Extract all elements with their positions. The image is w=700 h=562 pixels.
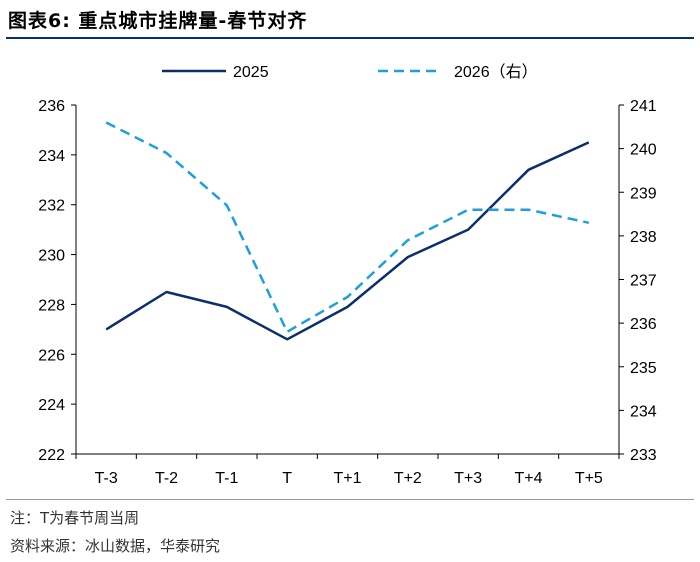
right-tick-label: 234	[630, 403, 657, 420]
right-tick-label: 238	[630, 229, 657, 246]
right-tick-label: 235	[630, 360, 657, 377]
title-rule	[6, 37, 694, 39]
legend-label: 2026（右）	[454, 63, 538, 81]
legend-label: 2025	[233, 64, 269, 81]
series-line-left	[105, 141, 590, 341]
x-tick-label: T	[282, 470, 292, 487]
right-tick-label: 233	[630, 447, 657, 464]
line-chart: 222 224 226 228 230 232 234 236 233 234 235 236 237 2…	[38, 63, 657, 487]
left-tick-label: 230	[38, 248, 65, 265]
left-tick-label: 236	[38, 98, 65, 115]
x-tick-label: T-2	[155, 470, 178, 487]
left-tick-label: 228	[38, 297, 65, 314]
x-tick-label: T+5	[575, 470, 603, 487]
chart-series	[105, 121, 590, 341]
footnote: 注：T为春节周当周	[10, 509, 140, 527]
right-tick-label: 237	[630, 273, 657, 290]
left-tick-label: 222	[38, 447, 65, 464]
right-tick-label: 236	[630, 316, 657, 333]
left-tick-label: 224	[38, 397, 65, 414]
right-tick-label: 241	[630, 98, 657, 115]
right-tick-label: 239	[630, 185, 657, 202]
left-tick-label: 226	[38, 347, 65, 364]
x-tick-label: T+3	[454, 470, 482, 487]
right-tick-label: 240	[630, 142, 657, 159]
source-note: 资料来源：冰山数据，华泰研究	[10, 537, 221, 555]
x-tick-label: T+4	[514, 470, 542, 487]
footer-rule	[6, 499, 694, 500]
left-tick-label: 234	[38, 148, 65, 165]
chart-legend: 2025 2026（右）	[162, 63, 538, 81]
x-tick-label: T+1	[333, 470, 361, 487]
chart-axes: 222 224 226 228 230 232 234 236 233 234 235 236 237 2…	[38, 98, 657, 487]
chart-title: 图表6: 重点城市挂牌量-春节对齐	[8, 10, 308, 32]
x-tick-label: T-1	[215, 470, 238, 487]
left-tick-label: 232	[38, 198, 65, 215]
series-line-right	[105, 121, 590, 334]
x-tick-label: T-3	[95, 470, 118, 487]
x-tick-label: T+2	[394, 470, 422, 487]
